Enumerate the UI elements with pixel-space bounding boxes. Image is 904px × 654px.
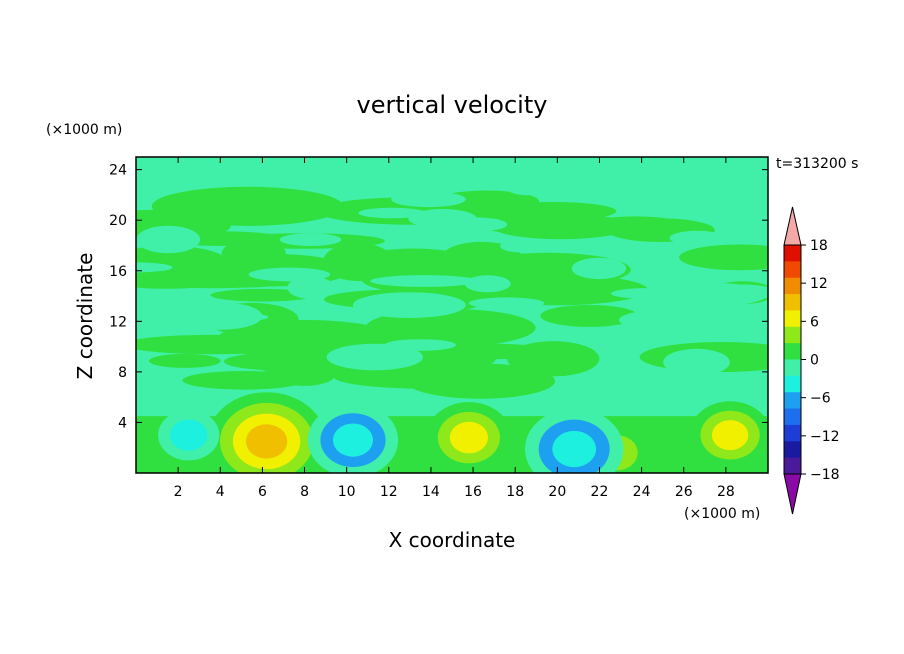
colorbar-segment <box>784 261 801 279</box>
chart-title: vertical velocity <box>357 91 548 119</box>
x-tick-label: 24 <box>633 484 651 500</box>
x-tick-label: 16 <box>464 484 482 500</box>
colorbar-segment <box>784 343 801 360</box>
downdraft-patch <box>248 267 331 282</box>
colorbar-segment <box>784 326 801 344</box>
downdraft-patch <box>279 233 342 247</box>
updraft-patch <box>149 353 221 368</box>
colorbar: 18 12 6 0 −6 −12 −18 <box>783 206 840 515</box>
time-label: t=313200 s <box>776 156 858 172</box>
updraft-patch <box>365 308 536 347</box>
downdraft-patch <box>611 288 691 299</box>
updraft-patch <box>206 197 279 211</box>
y-tick-label: 4 <box>118 415 127 431</box>
downdraft-patch <box>287 276 335 299</box>
x-tick-label: 18 <box>506 484 524 500</box>
colorbar-tick-label: 18 <box>810 238 828 254</box>
colorbar-lower-arrow <box>783 473 802 515</box>
downdraft-patch <box>443 217 508 232</box>
updraft-patch <box>136 334 308 355</box>
y-tick-label: 16 <box>109 264 127 280</box>
downdraft-patch <box>136 262 173 273</box>
downdraft-patch <box>663 348 730 376</box>
colorbar-segment <box>784 408 801 426</box>
y-unit-label: (×1000 m) <box>46 122 122 138</box>
velocity-cell <box>552 430 597 468</box>
velocity-cell <box>245 424 288 459</box>
colorbar-segment <box>784 424 801 442</box>
x-tick-label: 6 <box>258 484 267 500</box>
x-unit-label: (×1000 m) <box>684 506 760 522</box>
downdraft-patch <box>712 284 768 301</box>
downdraft-patch <box>391 191 466 208</box>
downdraft-patch <box>324 161 366 185</box>
downdraft-patch <box>189 157 294 182</box>
colorbar-segment <box>784 375 801 393</box>
x-tick-label: 28 <box>717 484 735 500</box>
downdraft-patch <box>370 275 479 287</box>
downdraft-patch <box>179 302 263 330</box>
plot-frame <box>135 156 769 474</box>
colorbar-upper-arrow <box>783 206 802 246</box>
downdraft-patch <box>468 297 545 310</box>
x-tick-label: 8 <box>300 484 309 500</box>
velocity-cell <box>169 419 208 451</box>
downdraft-patch <box>352 292 466 318</box>
y-tick-label: 12 <box>109 314 127 330</box>
y-tick-label: 24 <box>109 163 127 179</box>
x-tick-label: 20 <box>548 484 566 500</box>
x-tick-label: 12 <box>380 484 398 500</box>
colorbar-segment <box>784 294 801 311</box>
downdraft-patch <box>136 225 201 254</box>
x-tick-label: 14 <box>422 484 440 500</box>
velocity-cell <box>333 423 373 457</box>
x-tick-label: 4 <box>216 484 225 500</box>
colorbar-segment <box>784 310 801 328</box>
downdraft-patch <box>619 310 698 330</box>
y-tick-label: 20 <box>109 213 127 229</box>
updraft-patch <box>406 363 555 399</box>
x-tick-label: 10 <box>338 484 356 500</box>
downdraft-patch <box>464 275 511 293</box>
downdraft-patch <box>506 179 550 196</box>
y-axis-label: Z coordinate <box>73 253 97 380</box>
x-tick-label: 22 <box>591 484 609 500</box>
updraft-patch <box>221 239 286 268</box>
x-tick-label: 26 <box>675 484 693 500</box>
y-tick-label: 8 <box>118 365 127 381</box>
downdraft-patch <box>326 343 423 371</box>
colorbar-segment <box>784 457 801 475</box>
colorbar-segment <box>784 441 801 459</box>
downdraft-patch <box>358 207 426 219</box>
colorbar-tick-label: 12 <box>810 276 828 292</box>
downdraft-patch <box>384 339 456 351</box>
x-axis-label: X coordinate <box>389 528 516 552</box>
x-tick-label: 2 <box>174 484 183 500</box>
downdraft-patch <box>571 257 627 280</box>
velocity-field <box>136 157 768 473</box>
colorbar-tick-label: −12 <box>810 429 840 445</box>
colorbar-tick-label: −18 <box>810 467 840 483</box>
updraft-patch <box>136 245 232 286</box>
colorbar-tick-label: 0 <box>810 353 819 369</box>
updraft-patch <box>210 288 315 302</box>
colorbar-tick-label: −6 <box>810 391 831 407</box>
velocity-cell <box>711 420 749 451</box>
downdraft-patch <box>500 239 544 253</box>
colorbar-tick-label: 6 <box>810 314 819 330</box>
velocity-cell <box>449 421 488 454</box>
colorbar-segment <box>784 359 801 377</box>
updraft-patch <box>540 304 638 327</box>
updraft-patch <box>475 217 630 235</box>
updraft-patch <box>679 244 768 271</box>
colorbar-segment <box>784 245 801 262</box>
downdraft-patch <box>669 230 726 246</box>
downdraft-patch <box>621 245 665 259</box>
colorbar-segment <box>784 277 801 295</box>
colorbar-segment <box>784 392 801 409</box>
